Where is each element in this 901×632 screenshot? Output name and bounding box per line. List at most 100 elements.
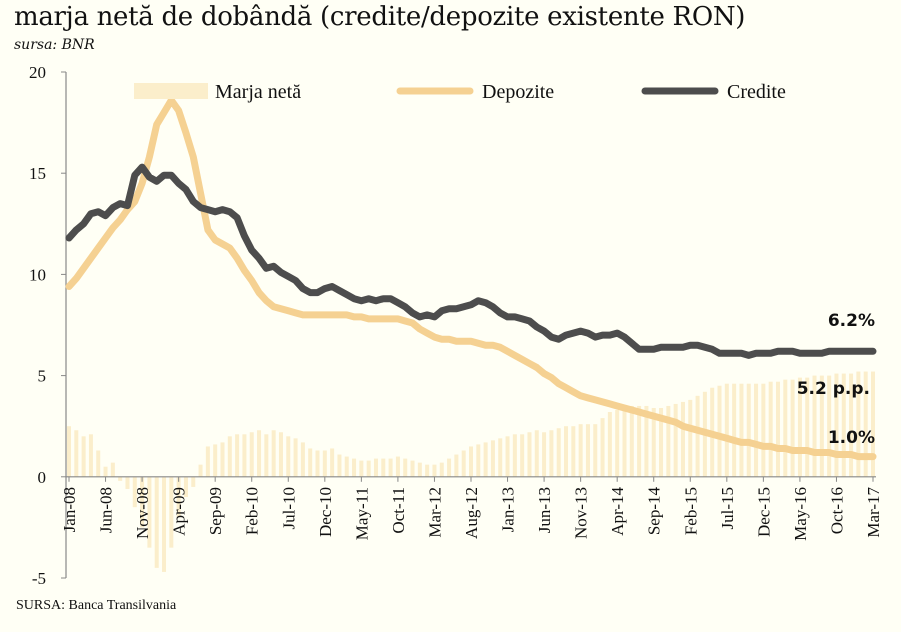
chart-title: marja netă de dobândă (credite/depozite … — [14, 2, 746, 32]
bar-marja-neta — [198, 464, 203, 477]
annotations: 6.2% 5.2 p.p. 1.0% — [797, 311, 875, 448]
bar-marja-neta — [585, 424, 590, 477]
bar-marja-neta — [600, 418, 605, 477]
bar-marja-neta — [739, 383, 744, 477]
bar-marja-neta — [447, 458, 452, 477]
x-tick-label: Jun-08 — [97, 487, 116, 533]
bar-marja-neta — [534, 430, 539, 477]
bar-marja-neta — [308, 448, 313, 477]
bar-marja-neta — [417, 462, 422, 477]
bar-marja-neta — [849, 373, 854, 477]
bar-marja-neta — [242, 434, 247, 477]
y-tick-label: 10 — [29, 265, 46, 284]
bar-marja-neta — [88, 434, 93, 477]
bar-marja-neta — [344, 456, 349, 477]
bar-marja-neta — [337, 454, 342, 477]
bar-marja-neta — [154, 476, 159, 568]
bar-marja-neta — [176, 476, 181, 518]
legend: Marja netă Depozite Credite — [134, 81, 786, 103]
y-tick-label: 5 — [38, 367, 47, 386]
bar-marja-neta — [278, 432, 283, 477]
bar-marja-neta — [373, 458, 378, 477]
bar-marja-neta — [490, 440, 495, 477]
x-tick-label: Apr-14 — [608, 487, 627, 536]
bar-marja-neta — [732, 383, 737, 477]
bar-marja-neta — [615, 410, 620, 477]
x-tick-label: Nov-13 — [572, 487, 591, 539]
bar-marja-neta — [96, 450, 101, 477]
bar-marja-neta — [125, 476, 130, 489]
bar-marja-neta — [257, 430, 262, 477]
x-tick-label: May-11 — [352, 487, 371, 540]
bar-marja-neta — [564, 426, 569, 477]
x-tick-label: Jun-13 — [535, 487, 554, 533]
bar-marja-neta — [132, 476, 137, 508]
bar-marja-neta — [673, 403, 678, 477]
x-tick-label: Jul-10 — [279, 487, 298, 530]
x-tick-label: Mar-12 — [425, 487, 444, 538]
x-tick-label: Sep-09 — [206, 487, 225, 535]
bar-marja-neta — [425, 464, 430, 477]
bar-marja-neta — [103, 466, 108, 477]
bar-marja-neta — [688, 399, 693, 477]
bar-marja-neta — [841, 373, 846, 477]
bar-marja-neta — [659, 407, 664, 477]
line-credite — [65, 163, 877, 359]
bar-marja-neta — [293, 438, 298, 477]
bar-marja-neta — [118, 476, 123, 481]
bar-marja-neta — [805, 377, 810, 477]
x-tick-label: Aug-12 — [462, 487, 481, 539]
y-tick-label: 20 — [29, 63, 46, 82]
bar-marja-neta — [761, 383, 766, 477]
bar-marja-neta — [395, 456, 400, 477]
bar-marja-neta — [775, 381, 780, 477]
bar-marja-neta — [330, 448, 335, 477]
bar-marja-neta — [644, 405, 649, 477]
bar-marja-neta — [352, 458, 357, 477]
bar-marja-neta — [147, 476, 152, 548]
bar-marja-neta — [183, 476, 188, 498]
bar-marja-neta — [819, 375, 824, 477]
x-tick-label: Feb-10 — [243, 487, 262, 535]
bar-marja-neta — [768, 381, 773, 477]
bar-marja-neta — [432, 464, 437, 477]
line-series — [65, 96, 877, 461]
bar-marja-neta — [286, 436, 291, 477]
x-tick-label: Feb-15 — [681, 487, 700, 535]
bar-marja-neta — [666, 405, 671, 477]
bar-marja-neta — [271, 430, 276, 477]
bar-marja-neta — [235, 434, 240, 477]
bar-marja-neta — [110, 462, 115, 477]
x-tick-label: Dec-15 — [754, 487, 773, 537]
annotation-label: 1.0% — [828, 428, 875, 448]
bar-marja-neta — [812, 375, 817, 477]
bar-series-marja-neta — [66, 371, 876, 572]
line-depozite — [65, 96, 877, 461]
legend-label-marja-neta: Marja netă — [215, 81, 301, 103]
bar-marja-neta — [461, 450, 466, 477]
bar-marja-neta — [680, 401, 685, 477]
y-tick-label: 15 — [29, 164, 46, 183]
bar-marja-neta — [81, 436, 86, 477]
bar-marja-neta — [74, 430, 79, 477]
bar-marja-neta — [439, 462, 444, 477]
x-tick-label: Oct-16 — [827, 487, 846, 534]
bar-marja-neta — [381, 458, 386, 477]
bar-marja-neta — [322, 450, 327, 477]
x-tick-label: Jan-08 — [60, 487, 79, 532]
bar-marja-neta — [578, 424, 583, 477]
bar-marja-neta — [717, 385, 722, 477]
legend-label-credite: Credite — [727, 81, 786, 103]
bar-marja-neta — [359, 460, 364, 477]
bar-marja-neta — [695, 395, 700, 477]
bar-marja-neta — [512, 434, 517, 477]
bar-marja-neta — [249, 432, 254, 477]
bar-marja-neta — [66, 426, 72, 477]
bar-marja-neta — [797, 377, 802, 477]
bar-marja-neta — [191, 476, 196, 487]
chart-subtitle: sursa: BNR — [14, 37, 95, 53]
x-tick-label: Oct-11 — [389, 487, 408, 534]
y-tick-label: 0 — [38, 468, 47, 487]
bar-marja-neta — [527, 432, 532, 477]
bar-marja-neta — [454, 454, 459, 477]
